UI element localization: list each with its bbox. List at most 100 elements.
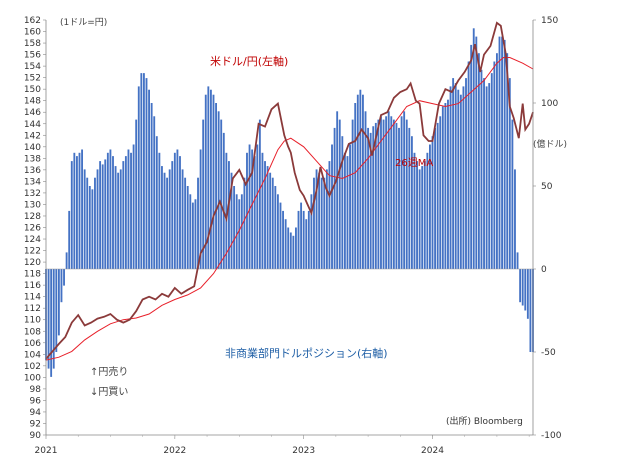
- x-tick-label: 2023: [292, 446, 315, 456]
- left-tick-label: 162: [24, 16, 41, 26]
- position-bar: [354, 103, 357, 269]
- left-tick-label: 112: [24, 304, 41, 314]
- position-bar: [421, 166, 424, 269]
- x-tick-label: 2021: [35, 446, 58, 456]
- position-bar: [217, 111, 220, 269]
- position-bar: [343, 152, 346, 269]
- position-bar: [483, 78, 485, 269]
- position-bar: [150, 103, 153, 269]
- position-bar: [423, 161, 426, 269]
- position-bar: [346, 156, 349, 269]
- position-bar: [416, 161, 418, 269]
- position-bar: [266, 166, 269, 269]
- position-bar: [171, 161, 174, 269]
- position-bar: [240, 194, 243, 269]
- position-bar: [462, 86, 465, 270]
- position-bar: [284, 219, 287, 269]
- right-tick-label: 50: [541, 182, 553, 192]
- position-bar: [191, 202, 194, 269]
- position-bar: [387, 111, 390, 269]
- position-bar: [145, 78, 148, 269]
- position-bar: [465, 78, 467, 269]
- x-tick-label: 2022: [163, 446, 186, 456]
- position-bar: [243, 177, 246, 269]
- position-bar: [130, 152, 132, 269]
- position-bar: [503, 39, 506, 269]
- position-bar: [302, 210, 305, 269]
- position-bar: [57, 269, 60, 336]
- position-bar: [300, 202, 303, 269]
- position-bar: [511, 119, 514, 269]
- position-bar: [251, 149, 254, 269]
- position-bar: [441, 106, 444, 269]
- position-bar: [122, 161, 125, 269]
- position-bar: [418, 169, 421, 269]
- position-bar: [524, 269, 527, 311]
- position-bar: [313, 177, 315, 269]
- position-bar: [209, 89, 212, 269]
- position-bar: [256, 144, 259, 269]
- position-bar: [94, 177, 96, 269]
- position-bar: [88, 186, 91, 269]
- position-bar: [186, 186, 189, 269]
- position-bar: [367, 127, 370, 270]
- position-bar: [168, 169, 171, 269]
- left-tick-label: 158: [24, 39, 41, 49]
- position-bar: [50, 269, 53, 377]
- position-bar: [318, 172, 321, 269]
- right-tick-label: 150: [541, 16, 558, 26]
- position-bar: [336, 111, 339, 269]
- ma-annotation: 26週MA: [395, 157, 433, 169]
- position-bar: [392, 119, 395, 269]
- position-bar: [142, 73, 145, 270]
- position-bar: [452, 78, 455, 269]
- position-bar: [292, 235, 295, 269]
- position-bar: [477, 53, 480, 270]
- position-bar: [333, 127, 336, 270]
- position-bar: [351, 119, 354, 269]
- position-bar: [349, 144, 351, 269]
- x-axis-ticks: 2021 2022 2023 2024: [35, 435, 530, 456]
- position-bar: [228, 161, 230, 269]
- right-axis-label: (億ドル): [533, 138, 567, 150]
- position-bar: [508, 78, 511, 269]
- position-bar: [341, 136, 344, 269]
- position-bars: [45, 28, 534, 377]
- position-bar: [212, 94, 215, 269]
- position-bar: [374, 122, 377, 269]
- left-tick-label: 154: [24, 62, 41, 72]
- usdjpy-annotation: 米ドル/円(左軸): [210, 54, 288, 68]
- position-bar: [295, 227, 297, 269]
- position-bar: [161, 166, 163, 269]
- position-bar: [47, 269, 50, 369]
- left-tick-label: 140: [24, 143, 41, 153]
- position-bar: [269, 172, 272, 269]
- position-bar: [215, 103, 217, 269]
- position-bar: [197, 177, 199, 269]
- position-bar: [521, 269, 524, 306]
- left-tick-label: 144: [24, 120, 41, 130]
- left-axis-label: (1ドル=円): [60, 17, 107, 28]
- position-bar: [106, 152, 109, 269]
- left-tick-label: 110: [24, 316, 41, 326]
- left-tick-label: 130: [24, 200, 41, 210]
- position-bar: [457, 89, 460, 269]
- position-bar: [493, 61, 496, 269]
- position-bar: [225, 152, 228, 269]
- position-bar: [289, 232, 292, 269]
- position-bar: [233, 186, 236, 269]
- position-bar: [410, 136, 413, 269]
- position-bar: [405, 119, 408, 269]
- yen-sell-annotation: ↑円売り: [90, 365, 128, 378]
- position-bar: [261, 152, 264, 269]
- position-bar: [480, 69, 483, 269]
- position-bar: [112, 156, 114, 269]
- position-bar: [258, 119, 261, 269]
- left-tick-label: 114: [24, 293, 41, 303]
- position-bar: [362, 94, 364, 269]
- position-bar: [297, 210, 300, 269]
- position-bar: [155, 136, 158, 269]
- left-tick-label: 100: [24, 373, 41, 383]
